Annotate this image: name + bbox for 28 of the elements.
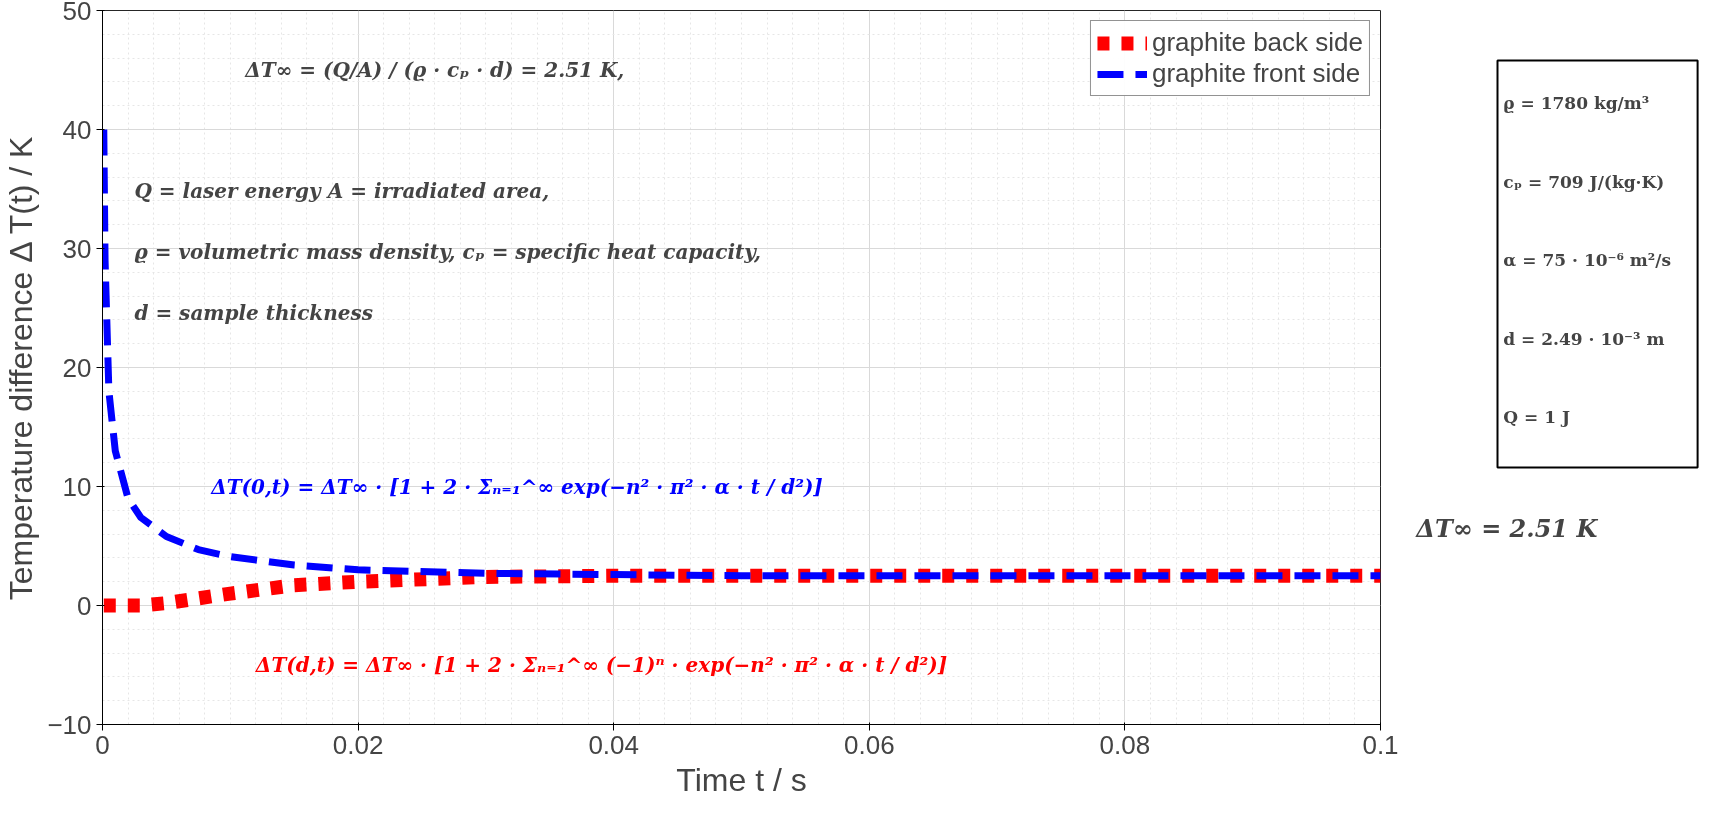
text: ϱ = 1780 kg/m³ <box>1503 93 1650 114</box>
legend-label: graphite front side <box>1151 58 1361 89</box>
annotation: ΔT(d,t) = ΔT∞ · [1 + 2 · Σₙ₌₁^∞ (−1)ⁿ · exp(−n² · π² · α · t / d²)] <box>254 653 948 678</box>
text: cₚ = 709 J/(kg·K) <box>1503 171 1665 192</box>
x-tick-label: 0.1 <box>1362 729 1399 760</box>
text: ΔT∞ = 2.51 K <box>1415 513 1599 543</box>
x-tick-label: 0.08 <box>1099 729 1151 760</box>
legend-label: graphite back side <box>1151 27 1363 58</box>
x-tick-label: 0.02 <box>332 729 384 760</box>
y-tick-label: 30 <box>62 233 92 264</box>
y-tick-label: −10 <box>47 709 92 740</box>
annotation: Q = laser energy A = irradiated area, <box>134 179 550 204</box>
x-tick-label: 0.06 <box>844 729 895 760</box>
text: Q = 1 J <box>1503 407 1570 428</box>
text: α = 75 · 10⁻⁶ m²/s <box>1503 250 1672 271</box>
annotation: ϱ = volumetric mass density, cₚ = specific heat capacity, <box>134 239 761 264</box>
x-axis-title: Time t / s <box>676 761 807 798</box>
annotation: ΔT∞ = (Q/A) / (ϱ · cₚ · d) = 2.51 K, <box>244 57 625 82</box>
x-tick-label: 0.04 <box>588 729 640 760</box>
annotation: ΔT(0,t) = ΔT∞ · [1 + 2 · Σₙ₌₁^∞ exp(−n² · π² · α · t / d²)] <box>210 474 823 499</box>
text: d = 2.49 · 10⁻³ m <box>1503 328 1665 349</box>
y-tick-label: 10 <box>62 471 92 502</box>
annotation: d = sample thickness <box>134 300 373 325</box>
y-axis-title: Temperature difference Δ T(t) / K <box>3 136 40 601</box>
y-tick-label: 50 <box>62 0 92 26</box>
y-tick-label: 0 <box>77 590 92 621</box>
y-tick-label: 40 <box>62 114 92 145</box>
y-tick-label: 20 <box>62 352 92 383</box>
